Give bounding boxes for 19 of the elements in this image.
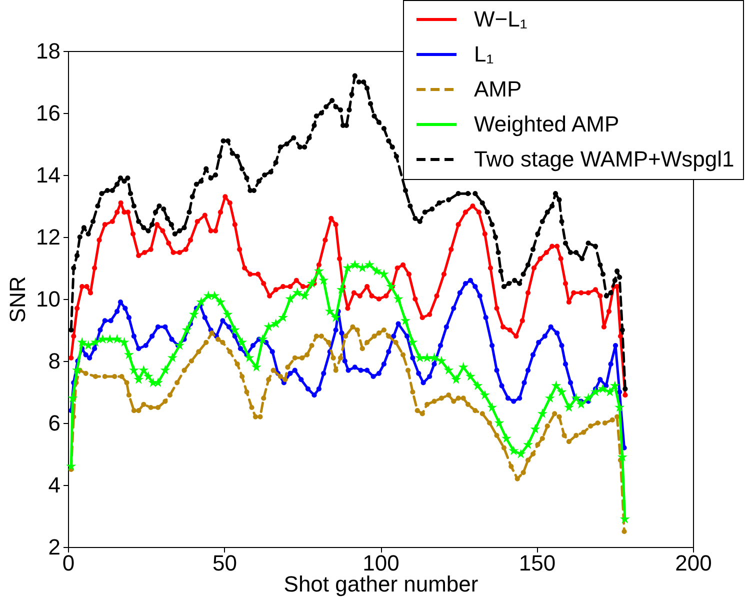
legend-label: AMP xyxy=(474,76,522,102)
y-axis-title: SNR xyxy=(5,276,30,323)
y-tick-label: 18 xyxy=(36,38,60,64)
y-tick-label: 6 xyxy=(48,410,60,436)
legend-label: W−L₁ xyxy=(474,6,528,32)
y-tick-label: 10 xyxy=(36,286,60,312)
x-tick-label: 150 xyxy=(518,550,556,576)
x-tick-label: 200 xyxy=(675,550,712,576)
y-tick-label: 4 xyxy=(48,472,60,498)
x-tick-label: 50 xyxy=(212,550,237,576)
y-tick-label: 14 xyxy=(36,162,60,188)
x-tick-label: 0 xyxy=(62,550,75,576)
y-tick-label: 12 xyxy=(36,224,60,250)
y-tick-label: 2 xyxy=(48,534,60,560)
y-tick-label: 8 xyxy=(48,348,60,374)
legend-label: Two stage WAMP+Wspgl1 xyxy=(474,146,734,172)
legend-label: Weighted AMP xyxy=(474,112,620,136)
legend-label: L₁ xyxy=(474,42,494,66)
y-tick-label: 16 xyxy=(36,100,60,126)
